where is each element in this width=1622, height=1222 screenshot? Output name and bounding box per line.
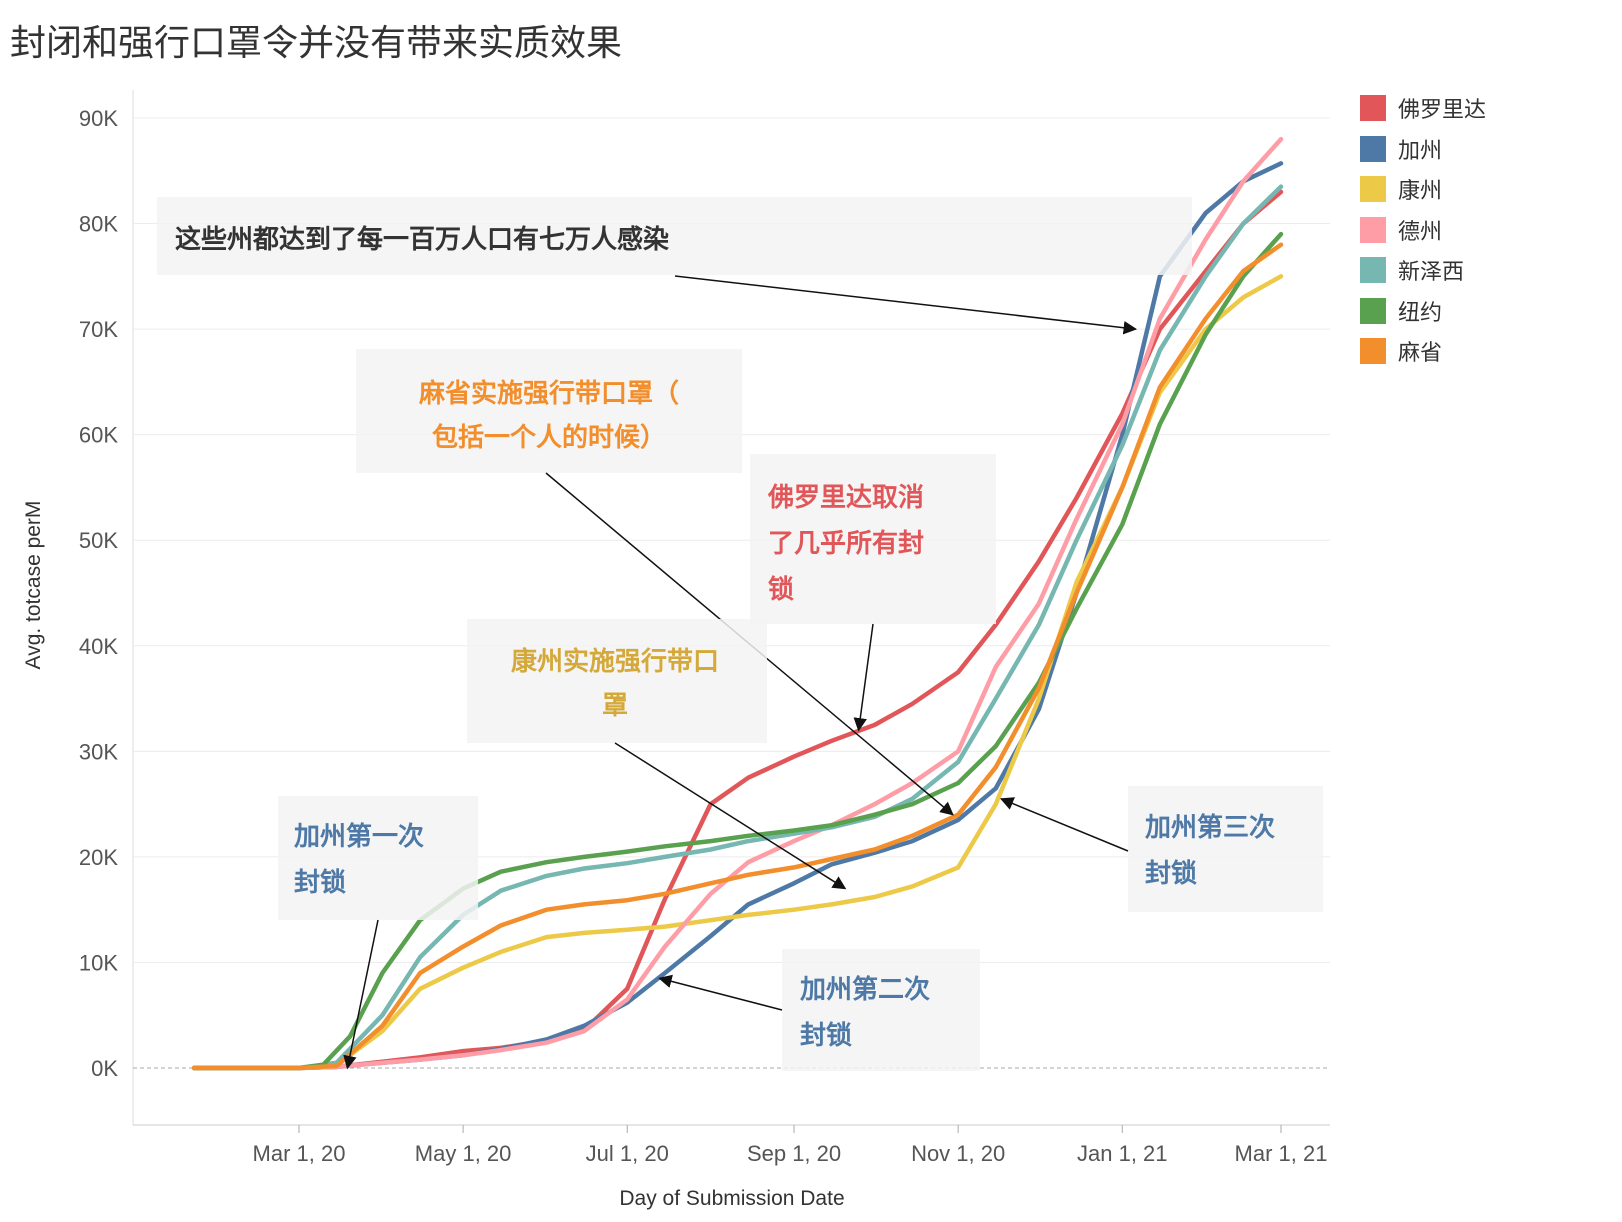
annotation-text: 了几乎所有封 (768, 529, 924, 559)
annotation-box (1128, 786, 1323, 912)
y-tick-label: 50K (79, 528, 118, 553)
annotation-arrow (853, 623, 874, 732)
x-tick-label: Mar 1, 20 (253, 1141, 346, 1166)
series-line (191, 136, 1284, 1071)
plot-area (132, 90, 1330, 1126)
x-tick-label: Sep 1, 20 (747, 1141, 841, 1166)
legend-swatch (1360, 257, 1386, 284)
y-tick-label: 60K (79, 423, 118, 448)
annotation-text: 加州第一次 (294, 821, 424, 852)
annotation-text: 罩 (602, 691, 628, 721)
chart-title: 封闭和强行口罩令并没有带来实质效果 (10, 23, 623, 64)
legend-item[interactable]: 佛罗里达 (1360, 88, 1486, 129)
y-tick-label: 20K (79, 845, 118, 870)
annotation-arrow (343, 919, 379, 1070)
series-line (191, 231, 1284, 1071)
legend-item[interactable]: 麻省 (1360, 331, 1486, 372)
annotation-box (278, 796, 478, 920)
legend-label: 新泽西 (1398, 260, 1465, 286)
annotation-text: 这些州都达到了每一百万人口有七万人感染 (175, 224, 669, 255)
legend-swatch (1360, 95, 1386, 122)
y-tick-label: 30K (79, 739, 118, 764)
annotation-text: 封锁 (1145, 858, 1197, 889)
annotation-all-states: 这些州都达到了每一百万人口有七万人感染 (157, 197, 1192, 335)
annotation-text: 康州实施强行带口 (511, 646, 719, 677)
x-tick-label: May 1, 20 (415, 1141, 512, 1166)
annotation-arrow (674, 275, 1138, 335)
legend: 佛罗里达加州康州德州新泽西纽约麻省 (1360, 88, 1486, 372)
annotation-text: 加州第二次 (800, 974, 930, 1005)
y-tick-label: 80K (79, 212, 118, 237)
x-axis-title: Day of Submission Date (619, 1187, 844, 1210)
series-line (191, 242, 1284, 1071)
annotation-text: 封锁 (294, 867, 346, 898)
legend-swatch (1360, 176, 1386, 203)
legend-label: 康州 (1398, 179, 1443, 205)
annotation-text: 麻省实施强行带口罩（ (418, 378, 679, 409)
series-line (191, 161, 1284, 1071)
x-tick-label: Jul 1, 20 (586, 1141, 669, 1166)
legend-item[interactable]: 加州 (1360, 129, 1486, 170)
legend-swatch (1360, 216, 1386, 243)
legend-swatch (1360, 338, 1386, 365)
annotation-text: 加州第三次 (1145, 812, 1275, 843)
x-axis-ticks: Mar 1, 20 May 1, 20 Jul 1, 20 Sep 1, 20 Nov … (253, 1125, 1328, 1166)
legend-label: 纽约 (1398, 300, 1443, 326)
x-tick-label: Mar 1, 21 (1235, 1141, 1328, 1166)
y-tick-label: 10K (79, 950, 118, 975)
y-tick-label: 40K (79, 634, 118, 659)
y-tick-label: 90K (79, 106, 118, 131)
annotation-box (467, 619, 767, 743)
annotation-ma-mask: 麻省实施强行带口罩（ 包括一个人的时候） (356, 349, 954, 816)
y-axis-ticks: 0K 10K 20K 30K 40K 50K 60K 70K 80K 90K (79, 106, 118, 1081)
legend-item[interactable]: 纽约 (1360, 291, 1486, 332)
legend-swatch (1360, 297, 1386, 324)
annotation-text: 佛罗里达取消 (767, 483, 924, 513)
legend-label: 麻省 (1398, 341, 1443, 367)
annotation-box (782, 949, 980, 1071)
x-tick-label: Nov 1, 20 (911, 1141, 1005, 1166)
annotation-box (356, 349, 742, 473)
legend-label: 德州 (1398, 219, 1443, 245)
x-tick-label: Jan 1, 21 (1077, 1141, 1168, 1166)
legend-item[interactable]: 德州 (1360, 210, 1486, 251)
annotation-arrow (999, 797, 1129, 852)
annotation-box (750, 454, 996, 624)
y-tick-label: 0K (91, 1056, 118, 1081)
series-lines (191, 136, 1284, 1071)
y-tick-label: 70K (79, 317, 118, 342)
annotation-text: 锁 (768, 574, 794, 605)
y-axis-title: Avg. totcase perM (22, 501, 45, 670)
legend-item[interactable]: 新泽西 (1360, 250, 1486, 291)
annotation-arrow (614, 742, 847, 890)
legend-label: 佛罗里达 (1398, 98, 1487, 124)
legend-label: 加州 (1398, 138, 1443, 164)
annotation-text: 包括一个人的时候） (432, 422, 666, 453)
annotation-box (157, 197, 1192, 275)
legend-swatch (1360, 135, 1386, 162)
legend-item[interactable]: 康州 (1360, 169, 1486, 210)
annotation-arrow (658, 974, 783, 1011)
series-line (191, 184, 1284, 1071)
annotation-text: 封锁 (800, 1020, 852, 1051)
series-line (191, 189, 1284, 1071)
